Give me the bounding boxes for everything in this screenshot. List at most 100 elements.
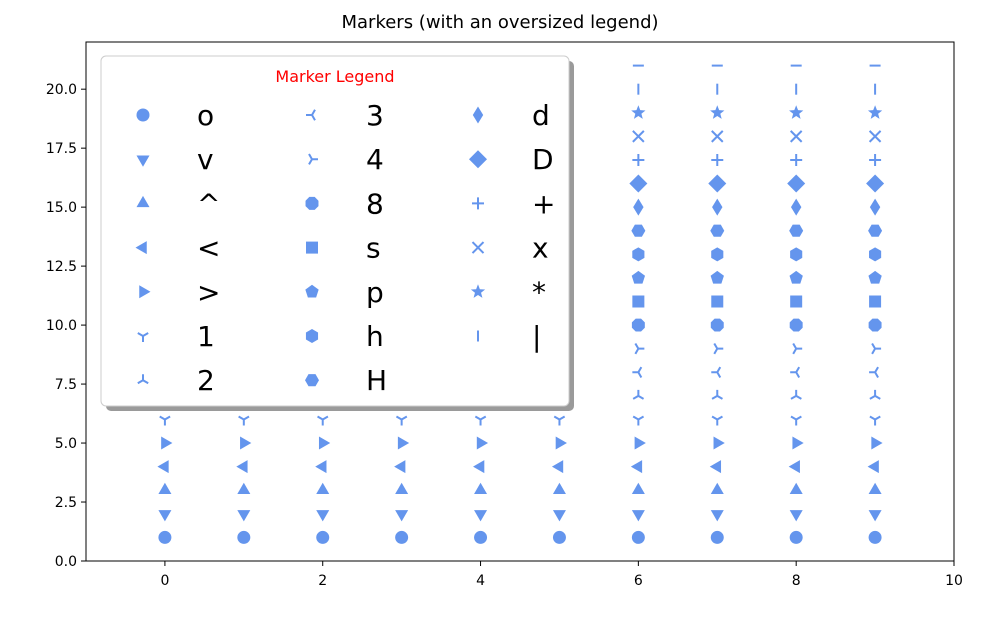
point-diamond-marker [708,174,727,193]
point-triangle-right-marker [792,436,804,450]
legend-entry-label: | [532,320,541,353]
point-diamond-marker [866,174,885,193]
point-circle-marker [158,530,172,544]
legend-x-marker [471,241,485,254]
point-triangle-up-marker [868,482,882,494]
point-square-marker [790,295,803,308]
point-triangle-up-marker [316,482,330,494]
point-tri-down-marker [238,415,250,426]
legend-star-marker [470,284,486,298]
point-square-marker [711,295,724,308]
point-triangle-down-marker [631,510,645,522]
point-thin-diamond-marker [633,198,644,216]
point-triangle-right-marker [555,436,567,450]
point-triangle-up-marker [552,482,566,494]
point-tri-right-marker [792,342,803,355]
point-triangle-down-marker [316,510,330,522]
legend-tri-right-marker [308,153,318,165]
point-tri-down-marker [395,415,408,426]
point-pentagon-marker [631,270,646,284]
point-triangle-down-marker [474,510,488,522]
point-plus-marker [632,153,645,166]
point-triangle-left-marker [394,460,406,474]
point-star-marker [710,105,725,119]
point-pentagon-marker [789,270,803,284]
point-pentagon-marker [868,270,882,284]
y-tick-label: 7.5 [55,377,77,393]
point-circle-marker [868,530,882,544]
legend-triangle-right-marker [139,285,151,299]
point-circle-marker [474,530,488,544]
point-triangle-down-marker [395,510,409,522]
point-triangle-left-marker [630,460,643,474]
point-star-marker [867,105,883,119]
point-thin-diamond-marker [869,198,881,216]
legend-square-marker [306,241,318,254]
y-tick-label: 17.5 [46,141,77,157]
point-tri-down-marker [711,415,723,426]
point-hexagon2-marker [631,224,646,237]
point-hexagon1-marker [790,247,803,262]
point-circle-marker [631,530,645,544]
legend-entry-label: h [366,320,384,353]
point-plus-marker [869,153,882,166]
point-triangle-down-marker [710,510,724,522]
point-circle-marker [237,530,251,544]
point-tri-down-marker [869,415,881,426]
point-tri-down-marker [317,415,329,426]
point-x-marker [789,130,803,143]
legend-tri-left-marker [306,109,316,121]
point-circle-marker [316,530,330,544]
point-thin-diamond-marker [712,198,723,216]
legend-entry-label: v [197,143,214,176]
point-triangle-right-marker [871,436,883,450]
legend-box [100,55,570,407]
point-triangle-right-marker [634,436,646,450]
legend-entry-label: < [197,232,220,265]
legend-entry-label: 2 [197,364,215,397]
point-tri-right-marker [634,342,645,355]
point-triangle-up-marker [395,482,409,494]
point-triangle-left-marker [473,460,485,474]
point-triangle-right-marker [318,436,331,450]
legend-diamond-marker [469,150,487,169]
point-diamond-marker [787,174,806,193]
point-tri-down-marker [474,415,487,426]
point-tri-down-marker [159,415,171,426]
y-tick-label: 0.0 [55,554,77,570]
x-tick-label: 10 [945,573,963,589]
legend-entry-label: 8 [366,187,384,220]
x-tick-label: 6 [634,573,643,589]
point-tri-up-marker [869,389,881,400]
axes-frame [85,41,955,562]
chart-title: Markers (with an oversized legend) [341,12,658,33]
legend-circle-marker [136,108,150,122]
point-x-marker [711,130,724,143]
point-tri-right-marker [871,342,882,355]
x-tick-label: 8 [792,573,801,589]
legend-octagon-marker [305,196,319,210]
point-tri-left-marker [790,366,801,378]
point-x-marker [632,130,645,143]
legend-thin-diamond-marker [472,106,484,124]
point-hexagon1-marker [632,247,645,262]
point-triangle-up-marker [237,482,251,494]
point-triangle-up-marker [474,482,488,494]
y-tick-label: 12.5 [46,259,77,275]
point-triangle-left-marker [788,460,800,474]
point-triangle-left-marker [236,460,248,474]
point-tri-up-marker [711,389,723,400]
point-tri-up-marker [632,389,645,400]
point-tri-down-marker [790,415,802,426]
legend-entry-label: s [366,232,381,265]
point-star-marker [631,105,646,119]
point-triangle-right-marker [713,436,725,450]
legend-triangle-down-marker [136,155,150,167]
point-hexagon1-marker [711,247,724,262]
point-plus-marker [790,153,803,166]
point-hexagon2-marker [710,224,725,237]
y-tick-label: 15.0 [46,200,77,216]
y-tick-label: 2.5 [55,495,77,511]
point-hexagon2-marker [789,224,804,237]
